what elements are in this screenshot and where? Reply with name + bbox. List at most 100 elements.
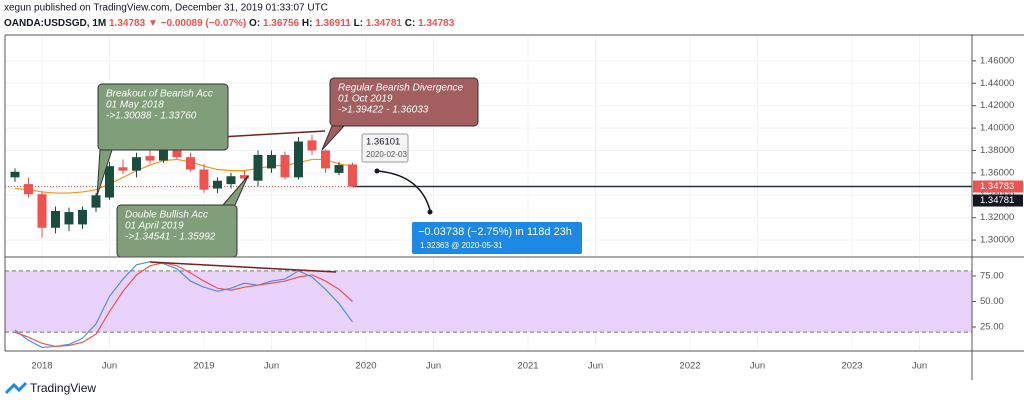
annotation-box [329, 77, 479, 127]
candle-body [64, 212, 74, 225]
candle-body [334, 165, 344, 173]
ohlc-value: 1.36911 [315, 18, 351, 29]
measure-target: 1.32363 @ 2020-05-31 [420, 241, 503, 250]
x-tick-label: 2022 [679, 361, 700, 372]
candle-body [118, 167, 128, 171]
candle-body [280, 154, 290, 178]
x-tick-label: Jun [426, 361, 441, 372]
band-fill [5, 270, 972, 333]
candle-body [266, 154, 276, 169]
candle-body [320, 150, 330, 169]
annotation-text: 01 May 2018 [106, 100, 164, 111]
y-tick-label: 25.00 [980, 322, 1004, 333]
annotation-text: ->1.39422 - 1.36033 [338, 105, 429, 116]
change: −0.00089 (−0.07%) [161, 18, 247, 29]
candle-body [347, 164, 357, 187]
candle-body [253, 154, 263, 181]
x-tick-label: 2019 [193, 361, 214, 372]
ohlc-label: L: [354, 18, 363, 29]
candle-body [239, 175, 249, 179]
ohlc-value: 1.36756 [263, 18, 300, 29]
measure-change: −0.03738 (−2.75%) in 118d 23h [418, 226, 572, 238]
x-tick-label: 2021 [517, 361, 538, 372]
x-tick-label: Jun [588, 361, 603, 372]
candle-body [293, 141, 303, 178]
point-label-price: 1.36101 [366, 137, 400, 148]
x-tick-label: 2020 [355, 361, 376, 372]
y-tick-label: 1.42000 [980, 100, 1014, 111]
candle-body [10, 171, 20, 178]
candle-body [37, 194, 47, 228]
ohlc-label: O: [249, 18, 260, 29]
stochastic-line [14, 261, 353, 349]
point-label-box [361, 133, 409, 163]
candle-body [50, 210, 60, 228]
x-tick-label: Jun [102, 361, 117, 372]
x-tick-label: Jun [750, 361, 765, 372]
annotation-text: ->1.34541 - 1.35992 [125, 232, 216, 243]
y-tick-label: 1.32000 [980, 212, 1014, 223]
ohlc-value: 1.34783 [418, 18, 455, 29]
y-tick-label: 1.38000 [980, 145, 1014, 156]
x-tick-label: Jun [912, 361, 927, 372]
price-tag-label: 1.34783 [980, 181, 1014, 192]
price-tag [973, 194, 1023, 207]
ohlc-value: 1.34781 [366, 18, 403, 29]
candle-body [77, 209, 87, 225]
down-arrow: ▼ [148, 18, 158, 29]
measure-box [412, 222, 582, 254]
stochastic-line [14, 262, 353, 348]
divergence-line [149, 261, 337, 273]
y-tick-label: 1.40000 [980, 123, 1014, 134]
x-tick-label: Jun [264, 361, 279, 372]
annotation-pointer [321, 125, 345, 151]
arrow-end [427, 209, 433, 215]
annotation-text: Regular Bearish Divergence [338, 83, 464, 94]
annotation-text: 01 April 2019 [125, 221, 184, 232]
candle-body [307, 140, 317, 151]
price-tag [973, 180, 1023, 193]
annotation-text: 01 Oct 2019 [338, 94, 393, 105]
point-label-date: 2020-02-03 [366, 150, 407, 159]
y-tick-label: 1.46000 [980, 55, 1014, 66]
ohlc-label: C: [405, 18, 416, 29]
annotation-text: Breakout of Bearish Acc [106, 89, 213, 100]
y-tick-label: 1.44000 [980, 78, 1014, 89]
logo-icon [4, 381, 28, 395]
candle-body [185, 157, 195, 170]
annotation-box [97, 83, 229, 151]
annotation-pointer [222, 175, 249, 206]
ohlc-label: H: [302, 18, 313, 29]
symbol-line: OANDA:USDSGD, 1M 1.34783 ▼ −0.00089 (−0.… [4, 18, 455, 29]
publisher: xegun published on TradingView.com, Dece… [4, 3, 328, 14]
y-tick-label: 1.30000 [980, 235, 1014, 246]
candle-body [199, 169, 209, 190]
candle-body [91, 195, 101, 208]
y-tick-label: 50.00 [980, 296, 1004, 307]
y-tick-label: 75.00 [980, 270, 1004, 281]
candle-body [104, 166, 114, 198]
symbol: OANDA:USDSGD, 1M [4, 18, 106, 29]
x-tick-label: 2023 [841, 361, 862, 372]
arrow-start [374, 168, 380, 174]
plots: 2018 Jun 2019 Jun 2020 Jun 2021 Jun 2022 Jun 2023 J… [5, 36, 1023, 372]
projection-arrow [377, 170, 431, 211]
price: 1.34783 [109, 18, 146, 29]
annotation-text: Double Bullish Acc [125, 210, 208, 221]
candle-body [131, 157, 141, 171]
brand: TradingView [30, 381, 96, 395]
price-tag-label: 1.34781 [980, 195, 1014, 206]
candle-body [226, 176, 236, 185]
annotation-pointer [96, 149, 113, 197]
logo: TradingView [4, 381, 96, 395]
candle-body [23, 184, 33, 195]
candle-body [212, 180, 222, 189]
x-tick-label: 2018 [31, 361, 52, 372]
y-tick-label: 1.36000 [980, 167, 1014, 178]
annotation-text: ->1.30088 - 1.33760 [106, 111, 197, 122]
candle-body [158, 141, 168, 161]
candle-body [145, 156, 155, 161]
